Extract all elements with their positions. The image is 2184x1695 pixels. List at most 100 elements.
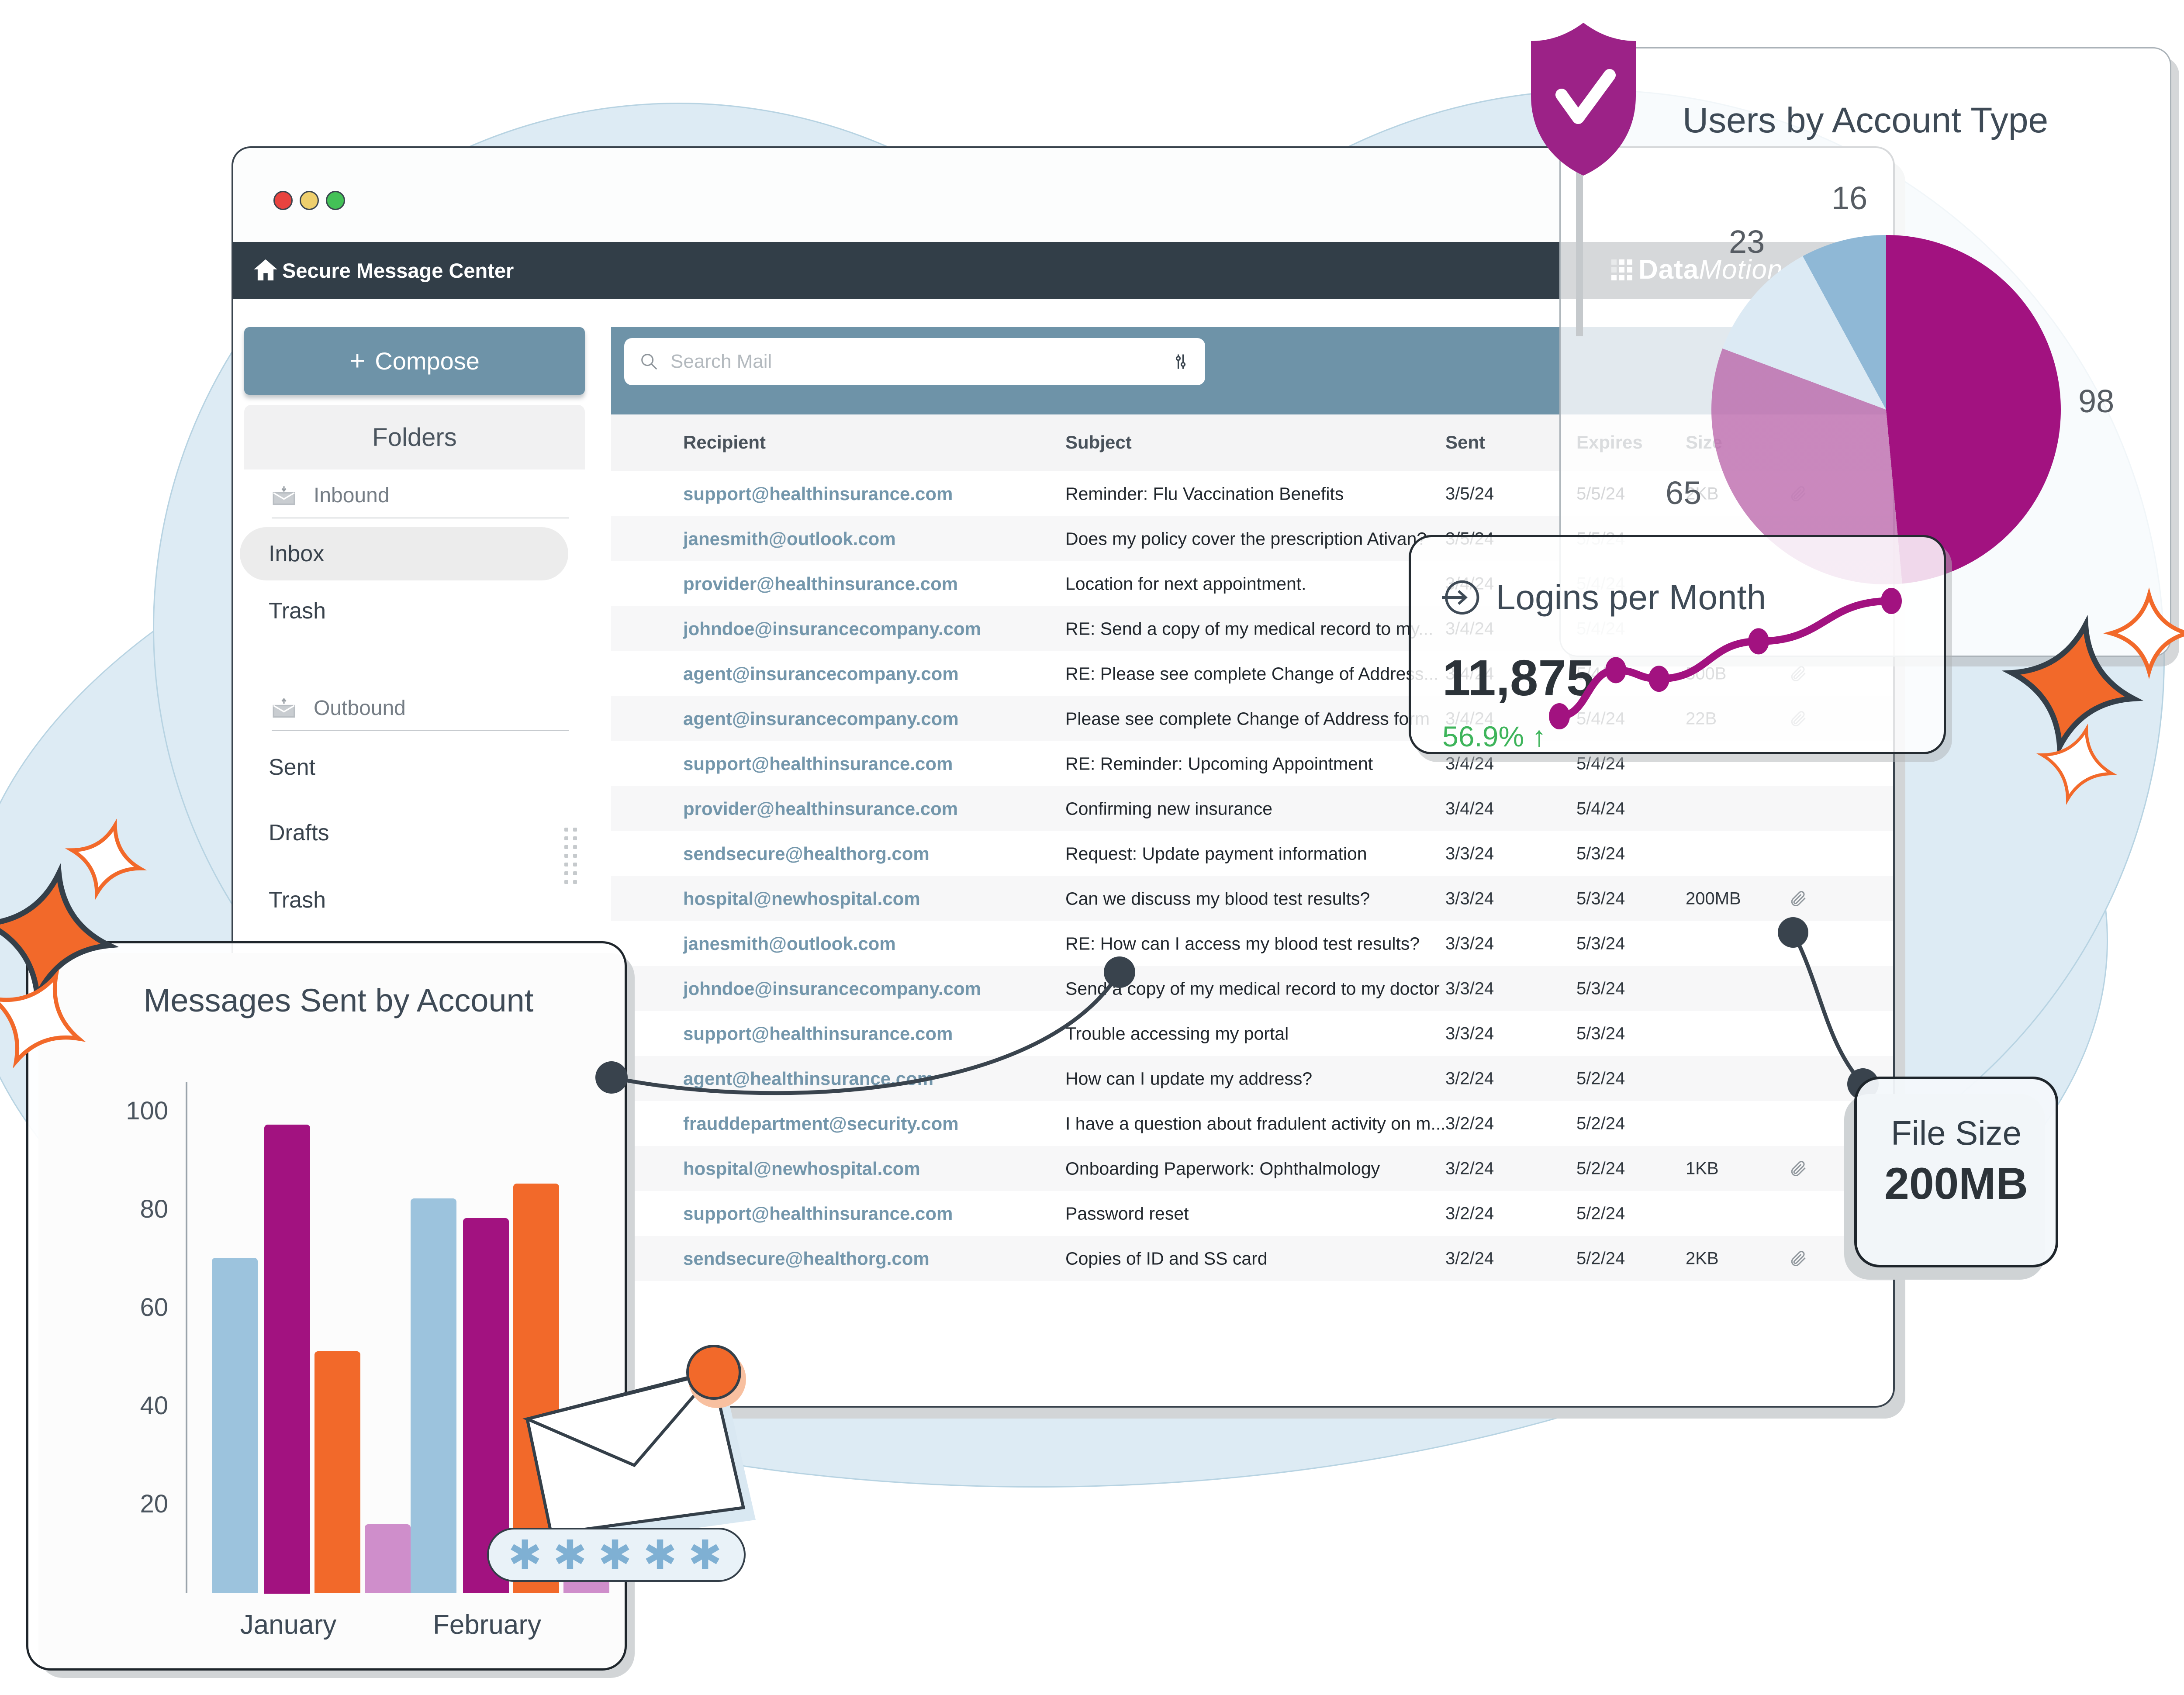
shield-rod	[1576, 166, 1583, 336]
y-tick-80: 80	[140, 1195, 168, 1223]
minimize-window-button[interactable]	[300, 191, 319, 210]
maximize-window-button[interactable]	[326, 191, 345, 210]
close-window-button[interactable]	[273, 191, 293, 210]
bar-january-account-2	[264, 1125, 310, 1594]
row-recipient[interactable]: support@healthinsurance.com	[683, 1023, 953, 1044]
row-subject: Copies of ID and SS card	[1065, 1248, 1268, 1268]
logins-line-chart	[1549, 588, 1902, 729]
table-row[interactable]: sendsecure@healthorg.com Request: Update…	[611, 831, 1893, 876]
sidebar-item-drafts[interactable]: Drafts	[269, 820, 329, 846]
connector-filesize-curve	[1778, 917, 1879, 1100]
callout-label: File Size	[1890, 1114, 2022, 1152]
table-row[interactable]: johndoe@insurancecompany.com Send a copy…	[611, 966, 1893, 1011]
row-expires-date: 5/3/24	[1576, 844, 1625, 863]
row-sent-date: 3/4/24	[1445, 754, 1494, 773]
row-subject: Does my policy cover the prescription At…	[1065, 528, 1427, 549]
file-size-callout: File Size 200MB	[1854, 1077, 2058, 1267]
row-recipient[interactable]: janesmith@outlook.com	[683, 528, 896, 549]
row-recipient[interactable]: johndoe@insurancecompany.com	[683, 978, 981, 999]
folders-panel-header: Folders	[244, 405, 585, 469]
row-subject: Can we discuss my blood test results?	[1065, 888, 1370, 908]
row-expires-date: 5/2/24	[1576, 1249, 1625, 1268]
search-input[interactable]: Search Mail	[624, 338, 1205, 385]
bar-chart-title: Messages Sent by Account	[143, 982, 534, 1018]
row-recipient[interactable]: agent@insurancecompany.com	[683, 663, 959, 684]
row-sent-date: 3/3/24	[1445, 889, 1494, 908]
filter-sliders-icon[interactable]	[1171, 352, 1190, 371]
pie-chart	[1711, 235, 2061, 584]
attachment-paperclip-icon	[1788, 1159, 1807, 1178]
row-subject: Please see complete Change of Address fo…	[1065, 708, 1430, 728]
row-subject: RE: How can I access my blood test resul…	[1065, 933, 1420, 953]
pie-label-16: 16	[1832, 180, 1868, 216]
pie-chart-title: Users by Account Type	[1682, 100, 2049, 140]
up-arrow-icon: ↑	[1532, 720, 1547, 753]
row-recipient[interactable]: sendsecure@healthorg.com	[683, 1248, 930, 1269]
row-recipient[interactable]: hospital@newhospital.com	[683, 888, 920, 909]
table-row[interactable]: frauddepartment@security.com I have a qu…	[611, 1101, 1893, 1146]
row-subject: Request: Update payment information	[1065, 843, 1367, 863]
row-expires-date: 5/3/24	[1576, 979, 1625, 998]
row-subject: RE: Please see complete Change of Addres…	[1065, 663, 1439, 684]
table-row[interactable]: janesmith@outlook.com RE: How can I acce…	[611, 921, 1893, 966]
row-recipient[interactable]: sendsecure@healthorg.com	[683, 843, 930, 864]
row-size: 1KB	[1686, 1159, 1719, 1178]
bar-february-account-1	[411, 1198, 456, 1593]
sparkle-orange-icon	[2001, 614, 2144, 757]
row-sent-date: 3/2/24	[1445, 1249, 1494, 1268]
row-expires-date: 5/2/24	[1576, 1159, 1625, 1178]
pie-label-23: 23	[1729, 224, 1765, 260]
logins-kpi-delta: 56.9% ↑	[1442, 720, 1547, 753]
row-expires-date: 5/3/24	[1576, 889, 1625, 908]
sparkle-outline-icon	[2103, 587, 2184, 680]
compose-button[interactable]: + Compose	[244, 327, 585, 395]
row-sent-date: 3/5/24	[1445, 484, 1494, 503]
y-axis-line	[186, 1082, 187, 1593]
logins-per-month-card: Logins per Month 11,875 56.9% ↑	[1409, 535, 1946, 754]
row-recipient[interactable]: frauddepartment@security.com	[683, 1113, 959, 1134]
pie-label-65: 65	[1666, 475, 1702, 511]
row-recipient[interactable]: johndoe@insurancecompany.com	[683, 618, 981, 639]
row-recipient[interactable]: support@healthinsurance.com	[683, 483, 953, 504]
table-row[interactable]: support@healthinsurance.com Trouble acce…	[611, 1011, 1893, 1056]
sidebar-item-sent[interactable]: Sent	[269, 755, 315, 780]
row-expires-date: 5/3/24	[1576, 1024, 1625, 1043]
row-recipient[interactable]: agent@insurancecompany.com	[683, 708, 959, 729]
sidebar-item-trash-inbound[interactable]: Trash	[269, 598, 326, 624]
column-header-subject: Subject	[1065, 432, 1132, 452]
logins-title: Logins per Month	[1496, 578, 1766, 617]
password-field[interactable]: ✱✱✱✱✱	[487, 1528, 746, 1582]
row-subject: RE: Reminder: Upcoming Appointment	[1065, 753, 1373, 773]
attachment-paperclip-icon	[1788, 1249, 1807, 1268]
home-icon[interactable]	[253, 257, 278, 283]
row-subject: Location for next appointment.	[1065, 573, 1306, 594]
plus-icon: +	[349, 346, 366, 376]
row-recipient[interactable]: support@healthinsurance.com	[683, 1203, 953, 1224]
row-size: 200MB	[1686, 889, 1741, 908]
app-title: Secure Message Center	[282, 259, 514, 282]
row-recipient[interactable]: hospital@newhospital.com	[683, 1158, 920, 1179]
sidebar-resize-handle[interactable]	[564, 828, 577, 884]
connector-row-curve	[595, 956, 1135, 1095]
row-sent-date: 3/2/24	[1445, 1114, 1494, 1133]
y-tick-20: 20	[140, 1490, 168, 1518]
row-recipient[interactable]: provider@healthinsurance.com	[683, 798, 958, 819]
table-row[interactable]: provider@healthinsurance.com Confirming …	[611, 786, 1893, 831]
password-mask: ✱✱✱✱✱	[508, 1533, 733, 1578]
attachment-paperclip-icon	[1788, 889, 1807, 908]
row-expires-date: 5/2/24	[1576, 1069, 1625, 1088]
table-row[interactable]: hospital@newhospital.com Onboarding Pape…	[611, 1146, 1893, 1191]
y-tick-60: 60	[140, 1293, 168, 1322]
table-row[interactable]: support@healthinsurance.com RE: Reminder…	[611, 741, 1893, 786]
sidebar-item-trash-outbound[interactable]: Trash	[269, 887, 326, 913]
row-recipient[interactable]: janesmith@outlook.com	[683, 933, 896, 954]
sidebar-item-inbox[interactable]: Inbox	[240, 527, 568, 580]
sidebar-section-inbound: Inbound	[273, 483, 570, 507]
table-row[interactable]: support@healthinsurance.com Password res…	[611, 1191, 1893, 1236]
table-row[interactable]: sendsecure@healthorg.com Copies of ID an…	[611, 1236, 1893, 1281]
row-recipient[interactable]: provider@healthinsurance.com	[683, 573, 958, 594]
row-expires-date: 5/4/24	[1576, 754, 1625, 773]
row-recipient[interactable]: support@healthinsurance.com	[683, 753, 953, 774]
row-expires-date: 5/2/24	[1576, 1204, 1625, 1223]
table-row[interactable]: hospital@newhospital.com Can we discuss …	[611, 876, 1893, 921]
